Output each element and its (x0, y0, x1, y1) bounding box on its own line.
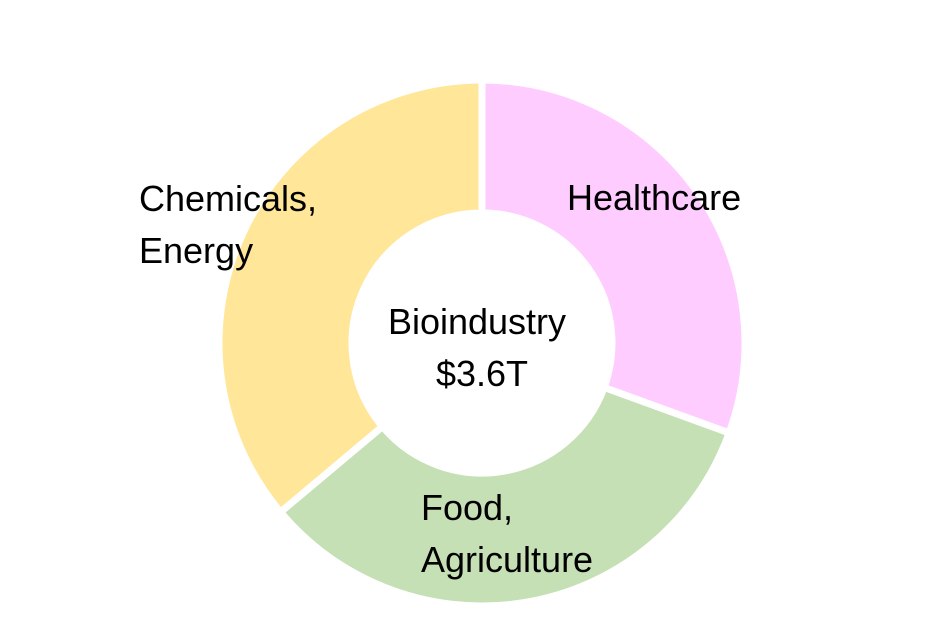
slice-label-line: Agriculture (421, 539, 593, 580)
slice-food-agriculture (275, 382, 734, 610)
slice-chemicals-energy (215, 76, 486, 517)
center-label-line-2: $3.6T (436, 353, 528, 394)
slice-label-line: Chemicals, (139, 178, 317, 219)
center-label-line-1: Bioindustry (388, 301, 566, 342)
slice-healthcare (478, 76, 749, 438)
slices (215, 76, 749, 610)
slice-label: Chemicals, Energy (139, 178, 317, 271)
center-label: Bioindustry $3.6T (388, 301, 576, 394)
slice-labels: Healthcare Food, Agriculture Chemicals, Ener… (139, 177, 741, 580)
slice-label-line: Healthcare (567, 177, 741, 218)
slice-label-line: Food, (421, 487, 513, 528)
slice-label: Healthcare (567, 177, 741, 218)
slice-label: Food, Agriculture (421, 487, 593, 580)
slice-label-line: Energy (139, 230, 253, 271)
